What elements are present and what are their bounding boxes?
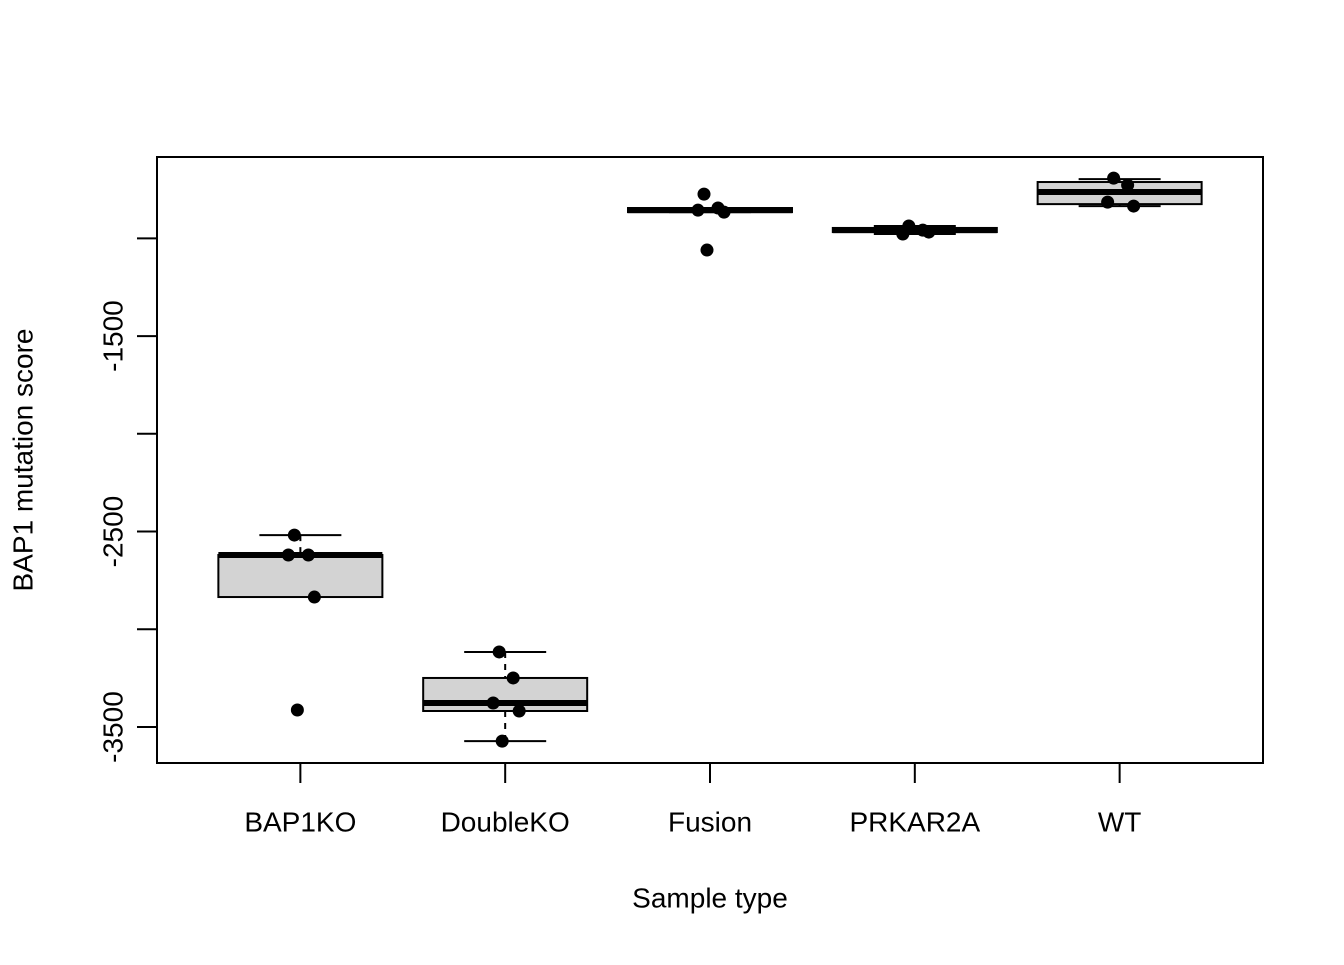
data-point: [1107, 171, 1121, 185]
data-point: [717, 205, 731, 219]
box: [217, 554, 384, 599]
x-tick-label: BAP1KO: [244, 806, 356, 837]
data-point: [896, 227, 910, 241]
data-point: [281, 548, 295, 562]
y-axis-label: BAP1 mutation score: [7, 328, 38, 591]
data-point: [700, 243, 714, 257]
data-point: [492, 645, 506, 659]
data-point: [1127, 199, 1141, 213]
y-tick-label: -2500: [97, 496, 128, 568]
data-point: [1101, 195, 1115, 209]
x-tick-label: PRKAR2A: [849, 806, 980, 837]
x-tick-label: DoubleKO: [441, 806, 570, 837]
data-point: [486, 696, 500, 710]
box: [422, 676, 589, 713]
data-point: [1121, 178, 1135, 192]
x-axis-label: Sample type: [632, 882, 788, 913]
data-point: [495, 734, 509, 748]
y-tick-label: -3500: [97, 691, 128, 763]
data-point: [697, 187, 711, 201]
data-point: [506, 671, 520, 685]
data-point: [922, 225, 936, 239]
data-point: [512, 704, 526, 718]
data-point: [287, 528, 301, 542]
data-point: [301, 548, 315, 562]
x-tick-label: Fusion: [668, 806, 752, 837]
x-tick-label: WT: [1098, 806, 1142, 837]
data-point: [290, 703, 304, 717]
data-point: [307, 590, 321, 604]
data-point: [691, 203, 705, 217]
y-tick-label: -1500: [97, 300, 128, 372]
